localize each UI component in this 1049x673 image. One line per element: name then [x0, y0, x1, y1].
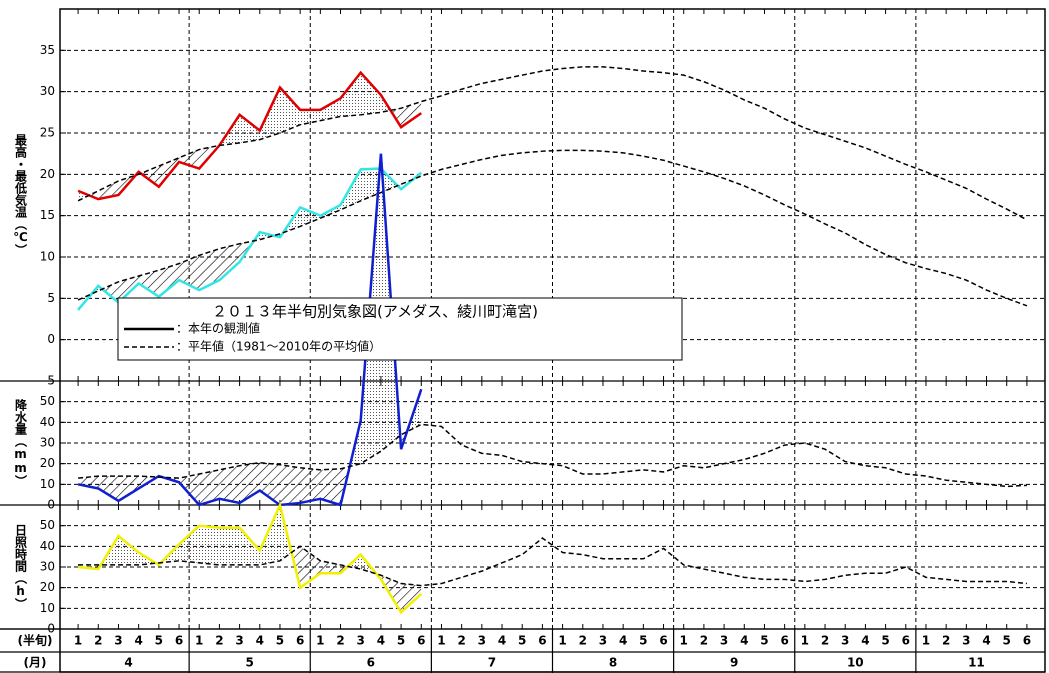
pentad-label: 4 [498, 634, 506, 648]
y-tick-label: 5 [47, 291, 55, 305]
y-tick-label: 15 [40, 208, 55, 222]
month-label: 9 [730, 656, 738, 670]
pentad-label: 3 [841, 634, 849, 648]
pentad-label: 4 [740, 634, 748, 648]
pentad-label: 3 [478, 634, 486, 648]
y-tick-label: -5 [43, 374, 55, 388]
y-tick-label: 30 [40, 560, 55, 574]
legend-label: ：平年値（1981～2010年の平均値） [176, 339, 381, 354]
pentad-label: 3 [235, 634, 243, 648]
pentad-label: 1 [195, 634, 203, 648]
pentad-label: 1 [316, 634, 324, 648]
month-label: 4 [124, 656, 132, 670]
y-tick-label: 10 [40, 601, 55, 615]
y-axis-label: 日照時間（h） [14, 524, 28, 610]
pentad-label: 2 [457, 634, 465, 648]
chart-title: ２０１３年半旬別気象図(アメダス、綾川町滝宮) [212, 303, 538, 321]
y-tick-label: 0 [47, 332, 55, 346]
pentad-label: 5 [1003, 634, 1011, 648]
pentad-label: 1 [558, 634, 566, 648]
y-tick-label: 20 [40, 167, 55, 181]
month-label: 5 [246, 656, 254, 670]
y-tick-label: 20 [40, 456, 55, 470]
observed-line [77, 70, 422, 201]
pentad-label: 1 [801, 634, 809, 648]
y-tick-label: 10 [40, 477, 55, 491]
pentad-label: 2 [821, 634, 829, 648]
month-label: 7 [488, 656, 496, 670]
pentad-label: 2 [94, 634, 102, 648]
pentad-label: 5 [397, 634, 405, 648]
pentad-label: 1 [922, 634, 930, 648]
row-label: (月) [24, 656, 47, 670]
pentad-label: 4 [982, 634, 990, 648]
normal-line [77, 149, 1028, 307]
pentad-label: 2 [942, 634, 950, 648]
pentad-label: 6 [659, 634, 667, 648]
pentad-label: 2 [579, 634, 587, 648]
pentad-label: 6 [902, 634, 910, 648]
y-tick-label: 25 [40, 126, 55, 140]
y-tick-label: 20 [40, 580, 55, 594]
pentad-label: 4 [377, 634, 385, 648]
y-tick-label: 40 [40, 539, 55, 553]
anomaly-shading [78, 505, 422, 586]
month-label: 6 [367, 656, 375, 670]
pentad-label: 3 [114, 634, 122, 648]
y-tick-label: 30 [40, 436, 55, 450]
row-label: (半旬) [18, 633, 53, 648]
pentad-label: 3 [357, 634, 365, 648]
y-tick-label: 30 [40, 84, 55, 98]
pentad-label: 2 [700, 634, 708, 648]
legend-box [117, 297, 683, 361]
pentad-label: 4 [861, 634, 869, 648]
pentad-label: 3 [962, 634, 970, 648]
pentad-label: 3 [599, 634, 607, 648]
pentad-label: 4 [619, 634, 627, 648]
observed-line [77, 501, 423, 615]
pentad-label: 4 [134, 634, 142, 648]
pentad-label: 6 [175, 634, 183, 648]
month-label: 8 [609, 656, 617, 670]
y-tick-label: 50 [40, 518, 55, 532]
pentad-label: 5 [276, 634, 284, 648]
anomaly-shading [78, 175, 422, 310]
y-tick-label: 50 [40, 394, 55, 408]
pentad-label: 1 [680, 634, 688, 648]
normal-line [78, 423, 1027, 488]
legend-label: ：本年の観測値 [176, 321, 260, 336]
y-tick-label: 0 [47, 622, 55, 636]
y-tick-label: 0 [47, 498, 55, 512]
pentad-label: 6 [780, 634, 788, 648]
y-tick-label: 40 [40, 415, 55, 429]
pentad-label: 3 [720, 634, 728, 648]
y-tick-label: 35 [40, 43, 55, 57]
month-label: 11 [968, 656, 985, 670]
pentad-label: 5 [155, 634, 163, 648]
y-axis-label: 最高・最低気温（℃） [14, 134, 28, 256]
pentad-label: 6 [538, 634, 546, 648]
pentad-label: 2 [336, 634, 344, 648]
pentad-label: 6 [417, 634, 425, 648]
pentad-label: 5 [639, 634, 647, 648]
y-axis-label: 降水量（mm） [14, 398, 28, 487]
pentad-label: 1 [437, 634, 445, 648]
pentad-label: 6 [296, 634, 304, 648]
observed-line [77, 153, 423, 507]
month-label: 10 [847, 656, 864, 670]
pentad-label: 5 [881, 634, 889, 648]
pentad-label: 5 [760, 634, 768, 648]
normal-line [77, 66, 1028, 221]
pentad-label: 1 [74, 634, 82, 648]
observed-line [77, 167, 423, 311]
pentad-label: 6 [1023, 634, 1031, 648]
legend: ２０１３年半旬別気象図(アメダス、綾川町滝宮) ：本年の観測値 ：平年値（198… [117, 297, 683, 361]
pentad-label: 2 [215, 634, 223, 648]
pentad-label: 4 [256, 634, 264, 648]
pentad-label: 5 [518, 634, 526, 648]
y-tick-label: 10 [40, 250, 55, 264]
